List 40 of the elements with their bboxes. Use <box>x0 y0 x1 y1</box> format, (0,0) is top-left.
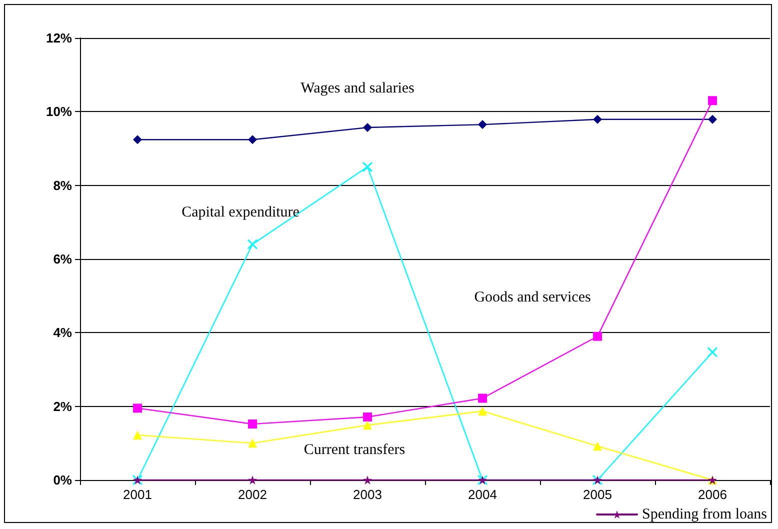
point <box>478 394 487 403</box>
y-tick-label: 0% <box>53 472 72 488</box>
point <box>593 332 602 341</box>
y-tick-label: 8% <box>53 178 72 193</box>
series-label: Current transfers <box>304 442 406 458</box>
series-label: Goods and services <box>474 289 591 306</box>
point <box>363 412 372 422</box>
point <box>363 476 372 484</box>
point <box>707 346 718 358</box>
x-tick-label: 2001 <box>123 487 152 502</box>
legend-label: Spending from loans <box>642 506 768 522</box>
point <box>478 406 487 416</box>
x-tick-label: 2004 <box>468 487 497 502</box>
point <box>593 442 602 451</box>
y-tick-label: 10% <box>46 104 72 120</box>
y-tick-label: 6% <box>53 252 72 266</box>
point <box>708 114 717 124</box>
y-tick-label: 4% <box>53 325 72 340</box>
point <box>247 239 258 250</box>
point <box>248 438 257 448</box>
y-tick-label: 12% <box>46 30 72 46</box>
point <box>708 96 717 106</box>
x-tick-label: 2006 <box>698 487 727 502</box>
point <box>133 404 142 413</box>
point <box>248 476 257 484</box>
point <box>593 114 602 124</box>
series-label: Capital expenditure <box>182 204 300 221</box>
x-tick-label: 2005 <box>583 487 612 502</box>
point <box>248 135 257 144</box>
point <box>248 420 257 429</box>
point <box>363 123 372 132</box>
point <box>363 420 372 430</box>
point <box>133 135 142 144</box>
point <box>478 120 487 130</box>
point <box>133 430 142 440</box>
point <box>362 162 373 172</box>
x-tick-label: 2002 <box>238 487 267 502</box>
x-tick-label: 2003 <box>353 487 382 502</box>
series-label: Wages and salaries <box>300 80 415 97</box>
y-tick-label: 2% <box>53 398 72 414</box>
